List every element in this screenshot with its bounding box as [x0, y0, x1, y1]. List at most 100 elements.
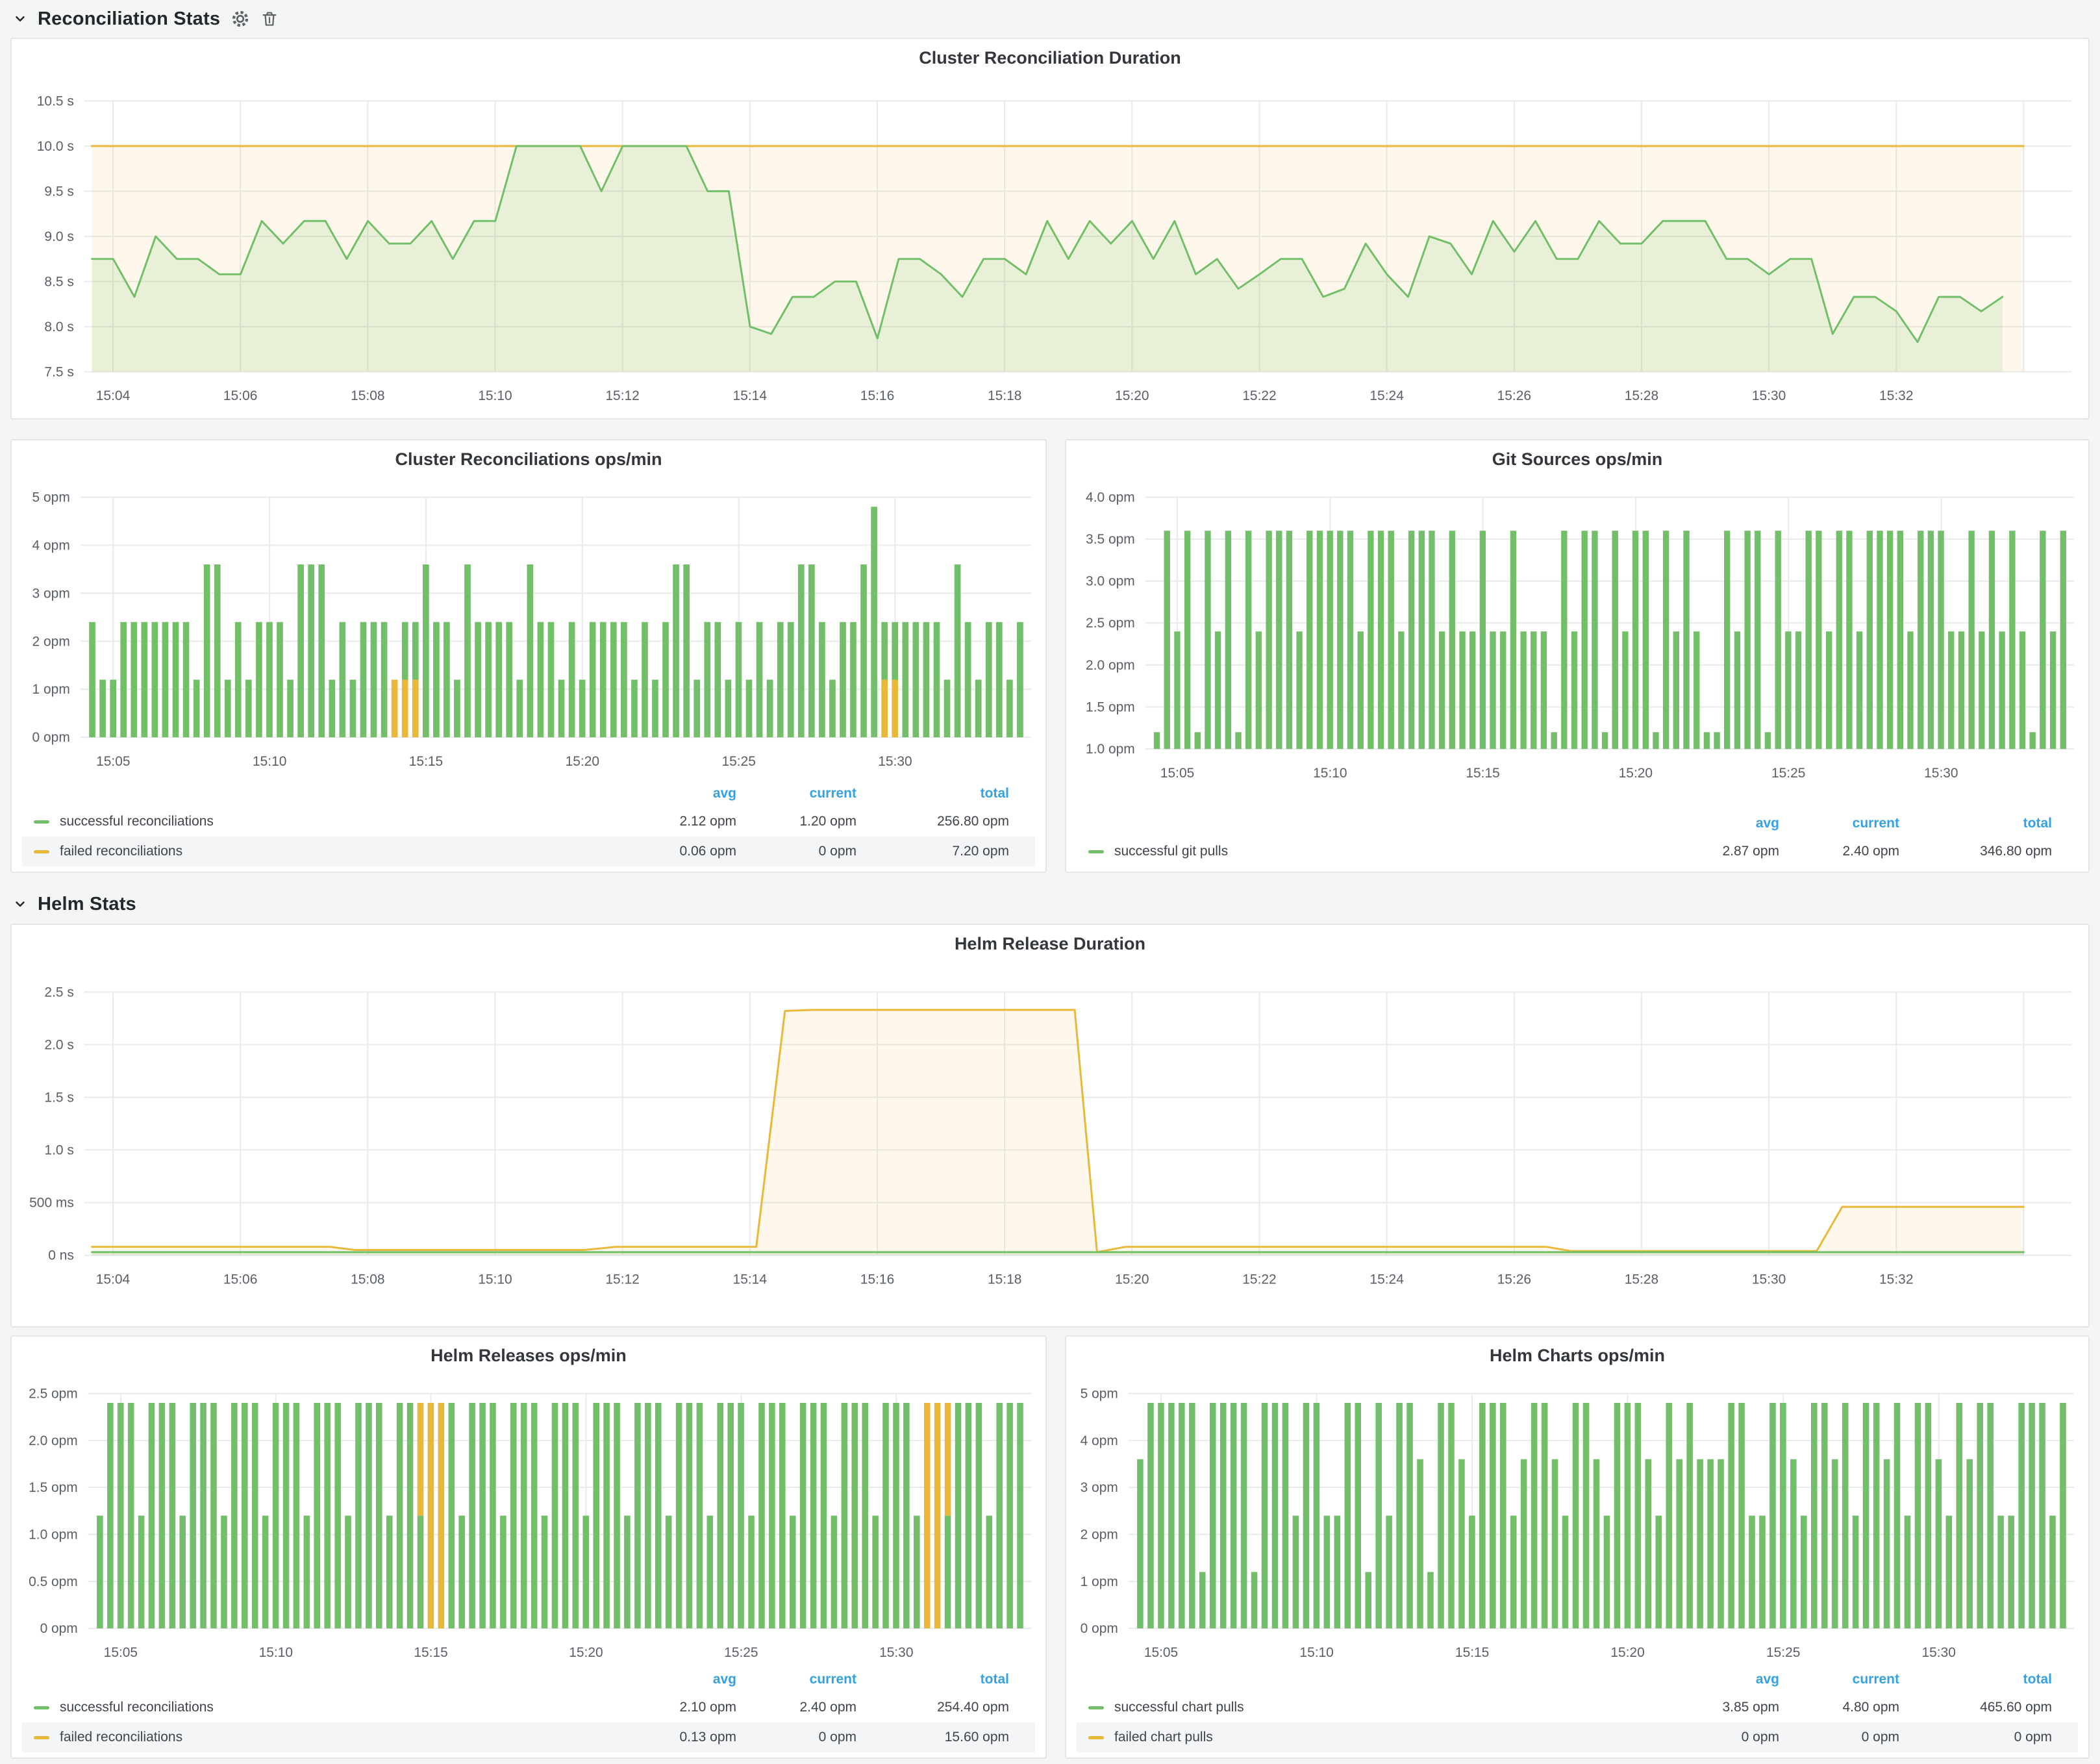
legend-row-successful-reconciliations: successful reconciliations 2.10 opm 2.40… [22, 1693, 1035, 1722]
svg-text:15:24: 15:24 [1369, 388, 1404, 403]
stat-avg: 0.13 opm [679, 1730, 736, 1745]
svg-text:4.0 opm: 4.0 opm [1086, 490, 1135, 505]
chevron-down-icon[interactable] [13, 12, 27, 26]
legend-col-total[interactable]: total [2023, 1672, 2052, 1687]
panel-helm-release-duration: Helm Release Duration 0 ns 500 ms 1.0 s 1.5… [10, 924, 2090, 1328]
legend-col-avg[interactable]: avg [712, 786, 736, 801]
svg-text:15:30: 15:30 [879, 1645, 913, 1660]
svg-text:1.0 opm: 1.0 opm [29, 1528, 78, 1543]
legend-col-current[interactable]: current [809, 786, 856, 801]
panel-title[interactable]: Git Sources ops/min [1492, 449, 1663, 469]
svg-text:1 opm: 1 opm [1081, 1574, 1118, 1589]
legend-col-current[interactable]: current [1852, 1672, 1899, 1687]
series-label[interactable]: failed chart pulls [1114, 1730, 1213, 1745]
legend-row-successful-git-pulls: successful git pulls 2.87 opm 2.40 opm 3… [1077, 837, 2078, 866]
series-label[interactable]: successful reconciliations [60, 814, 214, 829]
cluster-reconciliations-opm-chart[interactable]: 0 opm 1 opm 2 opm 3 opm 4 opm 5 opm 15:05 15:10… [12, 440, 1045, 872]
svg-text:15:26: 15:26 [1497, 388, 1531, 403]
chevron-down-icon[interactable] [13, 897, 27, 911]
svg-text:15:30: 15:30 [1752, 388, 1786, 403]
svg-text:8.5 s: 8.5 s [44, 274, 73, 289]
svg-text:9.5 s: 9.5 s [44, 184, 73, 199]
legend-header-row: avg current total [1077, 1667, 2078, 1693]
svg-text:2.0 opm: 2.0 opm [1086, 658, 1135, 673]
panel-title[interactable]: Cluster Reconciliations ops/min [395, 449, 662, 469]
stat-total: 254.40 opm [937, 1700, 1009, 1715]
svg-text:4 opm: 4 opm [32, 538, 70, 553]
panel-title[interactable]: Helm Release Duration [954, 934, 1146, 953]
svg-text:15:15: 15:15 [409, 754, 443, 769]
panel-cluster-reconciliations-opm: Cluster Reconciliations ops/min 0 opm 1 o… [10, 439, 1047, 873]
svg-text:15:06: 15:06 [223, 388, 257, 403]
panel-title[interactable]: Cluster Reconciliation Duration [919, 48, 1181, 68]
svg-text:3 opm: 3 opm [1081, 1480, 1118, 1495]
legend-row-successful-chart-pulls: successful chart pulls 3.85 opm 4.80 opm… [1077, 1693, 2078, 1722]
legend-col-current[interactable]: current [809, 1672, 856, 1687]
legend-col-total[interactable]: total [980, 1672, 1009, 1687]
gear-icon[interactable] [231, 9, 250, 29]
svg-text:15:32: 15:32 [1879, 388, 1913, 403]
svg-text:15:20: 15:20 [566, 754, 599, 769]
svg-text:15:12: 15:12 [605, 388, 639, 403]
section-title[interactable]: Helm Stats [38, 893, 136, 914]
svg-text:15:28: 15:28 [1625, 388, 1658, 403]
panel-title[interactable]: Helm Charts ops/min [1489, 1346, 1666, 1365]
stat-avg: 2.10 opm [679, 1700, 736, 1715]
stat-total: 465.60 opm [1980, 1700, 2052, 1715]
legend-col-total[interactable]: total [980, 786, 1009, 801]
series-label[interactable]: successful reconciliations [60, 1700, 214, 1715]
series-marker [34, 1735, 49, 1739]
svg-text:10.0 s: 10.0 s [37, 139, 74, 154]
svg-text:15:05: 15:05 [1160, 766, 1194, 781]
svg-text:3.5 opm: 3.5 opm [1086, 532, 1135, 547]
helm-release-duration-chart[interactable]: 0 ns 500 ms 1.0 s 1.5 s 2.0 s 2.5 s 15:04 15:06… [12, 925, 2088, 1326]
series-marker [1088, 850, 1104, 853]
series-label[interactable]: successful chart pulls [1114, 1700, 1244, 1715]
svg-text:1 opm: 1 opm [32, 682, 70, 697]
svg-text:15:05: 15:05 [104, 1645, 138, 1660]
stat-current: 0 opm [818, 1730, 856, 1745]
legend-col-current[interactable]: current [1852, 816, 1899, 831]
svg-text:15:32: 15:32 [1879, 1272, 1913, 1287]
legend-col-avg[interactable]: avg [1755, 816, 1779, 831]
helm-charts-opm-chart[interactable]: 0 opm 1 opm 2 opm 3 opm 4 opm 5 opm 15:05 15:10… [1066, 1337, 2088, 1758]
svg-text:15:08: 15:08 [351, 1272, 384, 1287]
stat-avg: 0 opm [1741, 1730, 1779, 1745]
stat-avg: 2.87 opm [1722, 844, 1779, 859]
legend-col-avg[interactable]: avg [712, 1672, 736, 1687]
helm-releases-opm-chart[interactable]: 0 opm 0.5 opm 1.0 opm 1.5 opm 2.0 opm 2.5 opm… [12, 1337, 1045, 1758]
series-label[interactable]: failed reconciliations [60, 1730, 183, 1745]
svg-text:500 ms: 500 ms [29, 1196, 74, 1211]
series-marker [34, 1706, 49, 1709]
section-header-reconciliation-stats: Reconciliation Stats [10, 0, 2090, 38]
trash-icon[interactable] [260, 10, 279, 28]
panel-helm-releases-opm: Helm Releases ops/min 0 opm 0.5 opm 1.0 op… [10, 1335, 1047, 1759]
svg-text:15:25: 15:25 [1766, 1645, 1800, 1660]
stat-avg: 3.85 opm [1722, 1700, 1779, 1715]
cluster-reconciliation-duration-chart[interactable]: 7.5 s 8.0 s 8.5 s 9.0 s 9.5 s 10.0 s 10.5 s 15:… [12, 39, 2088, 418]
svg-text:2.5 opm: 2.5 opm [29, 1386, 78, 1401]
svg-text:15:25: 15:25 [721, 754, 755, 769]
stat-current: 0 opm [1861, 1730, 1899, 1745]
svg-text:0 opm: 0 opm [32, 730, 70, 745]
series-label[interactable]: failed reconciliations [60, 844, 183, 859]
legend-col-total[interactable]: total [2023, 816, 2052, 831]
svg-text:15:04: 15:04 [96, 1272, 131, 1287]
svg-text:1.0 opm: 1.0 opm [1086, 742, 1135, 757]
series-label[interactable]: successful git pulls [1114, 844, 1229, 859]
git-sources-opm-chart[interactable]: 1.0 opm 1.5 opm 2.0 opm 2.5 opm 3.0 opm 3.5 o… [1066, 440, 2088, 872]
svg-text:15:22: 15:22 [1242, 388, 1276, 403]
panel-title[interactable]: Helm Releases ops/min [431, 1346, 627, 1365]
svg-text:15:10: 15:10 [478, 388, 512, 403]
stat-total: 0 opm [2014, 1730, 2052, 1745]
svg-text:2 opm: 2 opm [1081, 1528, 1118, 1543]
stat-total: 256.80 opm [937, 814, 1009, 829]
svg-text:15:25: 15:25 [1771, 766, 1805, 781]
legend-col-avg[interactable]: avg [1755, 1672, 1779, 1687]
svg-text:15:20: 15:20 [569, 1645, 603, 1660]
svg-text:15:12: 15:12 [605, 1272, 639, 1287]
svg-text:15:30: 15:30 [1752, 1272, 1786, 1287]
section-title[interactable]: Reconciliation Stats [38, 8, 221, 29]
section-header-helm-stats: Helm Stats [10, 885, 2090, 924]
svg-text:15:26: 15:26 [1497, 1272, 1531, 1287]
